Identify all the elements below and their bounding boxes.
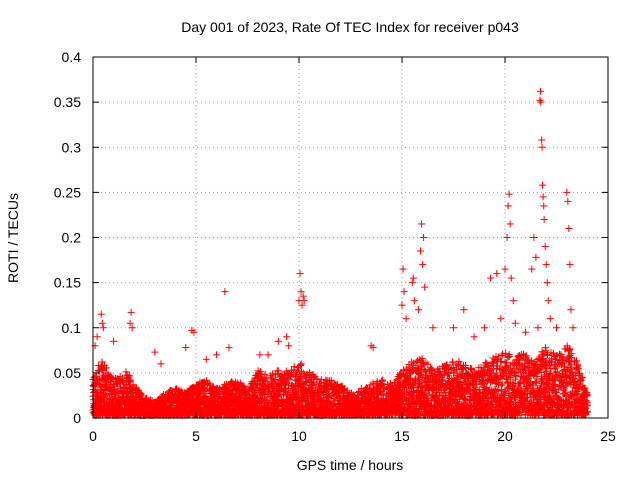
data-markers — [89, 87, 591, 419]
data-point — [99, 365, 107, 373]
data-point — [126, 377, 134, 385]
data-point — [129, 381, 137, 389]
data-point — [94, 377, 102, 385]
data-point — [100, 391, 108, 399]
data-point — [98, 358, 106, 366]
data-point — [122, 368, 130, 376]
data-point — [136, 391, 144, 399]
data-point — [126, 376, 134, 384]
data-point — [98, 366, 106, 374]
data-point — [92, 372, 100, 380]
data-point — [102, 364, 110, 372]
data-point — [95, 367, 103, 375]
